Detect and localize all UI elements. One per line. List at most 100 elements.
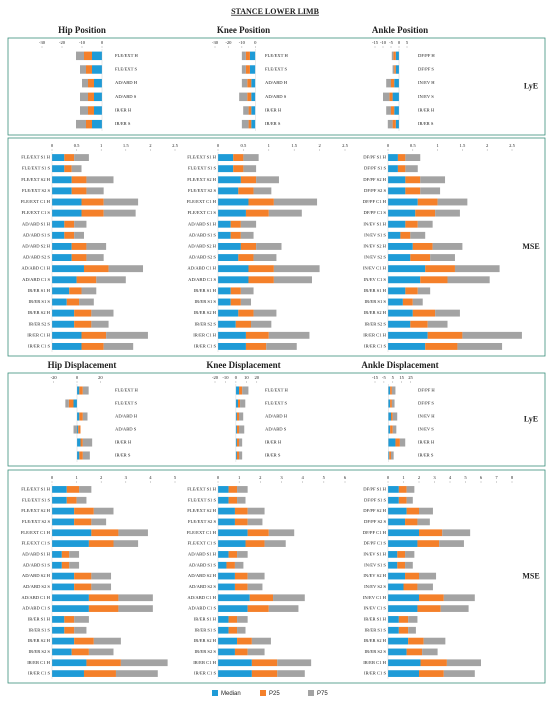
bar-segment	[251, 659, 278, 667]
category-label: AD/ABD H	[265, 80, 288, 85]
bar-segment	[408, 626, 416, 634]
bar-segment	[103, 343, 134, 350]
category-label: IR/ER S	[115, 453, 131, 458]
bar-segment	[410, 320, 428, 328]
bar-segment	[388, 648, 407, 656]
bar-segment	[245, 65, 250, 74]
bar-segment	[415, 209, 436, 217]
bar-segment	[422, 648, 438, 656]
bar-segment	[443, 594, 475, 602]
bar-segment	[388, 518, 406, 526]
bar-segment	[218, 616, 229, 623]
bar-segment	[80, 65, 86, 74]
bar-segment	[251, 119, 256, 129]
panel-frame	[7, 469, 546, 684]
bar-segment	[218, 561, 227, 569]
bar-segment	[462, 331, 522, 339]
bar-segment	[218, 198, 249, 206]
bar-segment	[248, 106, 252, 115]
bar-segment	[66, 486, 80, 493]
bar-segment	[235, 451, 237, 460]
bar-segment	[79, 451, 83, 460]
bar-segment	[236, 451, 240, 460]
category-label: IR/ER H	[418, 440, 435, 445]
category-label: FLE/EXT S1 H	[187, 486, 216, 491]
bar-segment	[52, 165, 65, 173]
bar-segment	[106, 331, 148, 339]
row-label: MSE	[522, 571, 539, 580]
category-label: FLE/EXT S2 H	[187, 177, 216, 182]
bar-segment	[437, 198, 468, 206]
bar-segment	[86, 65, 92, 74]
bar-segment	[228, 551, 238, 558]
bar-segment	[446, 659, 481, 667]
bar-segment	[52, 551, 62, 558]
category-label: DF/PF H	[418, 388, 435, 393]
category-label: DF/PF C1 S	[364, 210, 387, 215]
bar-segment	[118, 605, 153, 612]
category-label: IN/EV S2 H	[363, 573, 386, 578]
category-label: FLE/EXT H	[115, 388, 138, 393]
bar-segment	[403, 583, 418, 591]
bar-segment	[218, 486, 229, 493]
bar-segment	[251, 78, 256, 88]
bar-segment	[247, 648, 265, 656]
category-label: DF/PF S1 H	[363, 155, 386, 160]
bar-segment	[240, 220, 257, 228]
bar-segment	[405, 165, 418, 173]
category-label: FLE/EXT S1 H	[21, 155, 50, 160]
x-tick-label: 5	[174, 475, 177, 480]
bar-segment	[248, 276, 274, 284]
bar-segment	[423, 637, 446, 645]
category-label: AD/ABD H	[265, 414, 288, 419]
bar-segment	[236, 425, 240, 434]
x-tick-label: 4	[449, 475, 452, 480]
bar-segment	[86, 176, 114, 184]
bar-segment	[74, 572, 92, 580]
bar-segment	[64, 231, 75, 239]
bar-segment	[218, 331, 246, 339]
bar-segment	[218, 496, 229, 504]
category-label: IN/EV S1 S	[364, 562, 386, 567]
bar-segment	[395, 65, 399, 74]
category-label: DF/PF S1 H	[363, 486, 386, 491]
bar-segment	[234, 507, 248, 515]
bar-segment	[268, 209, 302, 217]
bar-segment	[239, 451, 243, 460]
bar-segment	[417, 540, 440, 547]
bar-segment	[419, 572, 437, 580]
bar-segment	[398, 496, 407, 504]
bar-segment	[273, 265, 320, 273]
bar-segment	[395, 438, 400, 447]
x-tick-label: 0	[235, 375, 238, 380]
bar-segment	[81, 287, 97, 295]
bar-segment	[400, 231, 411, 239]
category-label: IR/ER S1 S	[29, 627, 51, 632]
bar-segment	[52, 670, 84, 677]
bar-segment	[218, 551, 229, 558]
bar-segment	[410, 254, 431, 261]
category-label: FLE/EXT S1 S	[22, 497, 50, 502]
bar-segment	[64, 220, 75, 228]
bar-segment	[405, 561, 413, 569]
category-label: IR/ER S1 H	[364, 616, 387, 621]
bar-segment	[52, 287, 70, 295]
bar-segment	[443, 670, 475, 677]
bar-segment	[82, 412, 88, 421]
bar-segment	[430, 254, 455, 261]
legend-label: Median	[221, 691, 241, 697]
bar-segment	[392, 65, 395, 74]
x-tick-label: 0	[254, 40, 257, 45]
bar-segment	[388, 507, 407, 515]
bar-segment	[390, 425, 393, 434]
bar-segment	[388, 572, 406, 580]
category-label: AD/ABD S1 H	[22, 551, 51, 556]
category-label: FLE/EXT C1 H	[21, 530, 51, 535]
bar-segment	[388, 540, 418, 547]
bar-segment	[218, 343, 246, 350]
bar-segment	[251, 637, 271, 645]
category-label: AD/ABD S2 H	[22, 573, 51, 578]
bar-segment	[218, 309, 239, 317]
bar-segment	[391, 399, 395, 408]
bar-segment	[230, 220, 241, 228]
